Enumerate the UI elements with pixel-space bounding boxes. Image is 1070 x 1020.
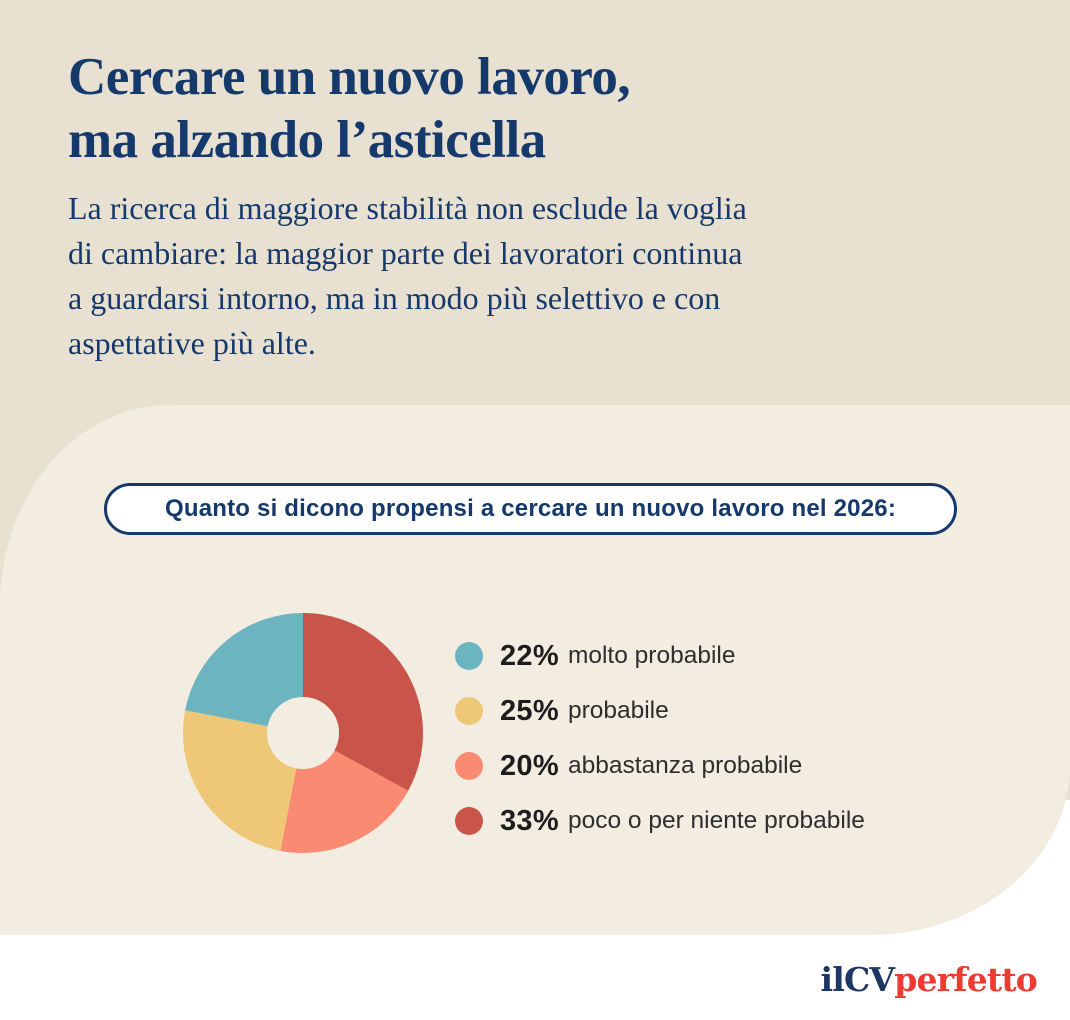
legend-swatch-icon bbox=[455, 807, 483, 835]
question-badge: Quanto si dicono propensi a cercare un n… bbox=[104, 483, 957, 535]
legend-item: 33% poco o per niente probabile bbox=[455, 804, 865, 837]
page-title-line-2: ma alzando l’asticella bbox=[68, 111, 546, 169]
legend-label: molto probabile bbox=[567, 642, 736, 669]
donut-segment-probabile bbox=[183, 613, 423, 853]
legend-value: 20% bbox=[500, 749, 559, 782]
donut-segment-abbastanza-probabile bbox=[183, 613, 423, 853]
brand-logo: ilCVperfetto bbox=[821, 960, 1038, 999]
page-title: Cercare un nuovo lavoro, ma alzando l’as… bbox=[68, 46, 631, 172]
intro-line-4: aspettative più alte. bbox=[68, 325, 316, 361]
question-badge-text: Quanto si dicono propensi a cercare un n… bbox=[164, 495, 897, 522]
brand-logo-suffix: perfetto bbox=[894, 960, 1038, 999]
legend-value: 25% bbox=[500, 694, 559, 727]
donut-segment-molto-probabile bbox=[183, 613, 423, 853]
legend-label: poco o per niente probabile bbox=[567, 807, 865, 834]
donut-chart bbox=[183, 613, 423, 853]
legend-item: 25% probabile bbox=[455, 694, 865, 727]
intro-line-1: La ricerca di maggiore stabilità non esc… bbox=[68, 190, 747, 226]
chart-legend: 22% molto probabile 25% probabile 20% abbasta… bbox=[455, 639, 865, 837]
legend-swatch-icon bbox=[455, 752, 483, 780]
legend-label: abbastanza probabile bbox=[567, 752, 803, 779]
legend-item: 22% molto probabile bbox=[455, 639, 865, 672]
legend-item: 20% abbastanza probabile bbox=[455, 749, 865, 782]
intro-paragraph: La ricerca di maggiore stabilità non esc… bbox=[68, 186, 747, 366]
legend-value: 33% bbox=[500, 804, 559, 837]
legend-label: probabile bbox=[567, 697, 669, 724]
intro-line-2: di cambiare: la maggior parte dei lavora… bbox=[68, 235, 743, 271]
legend-swatch-icon bbox=[455, 697, 483, 725]
legend-value: 22% bbox=[500, 639, 559, 672]
legend-swatch-icon bbox=[455, 642, 483, 670]
brand-logo-prefix: ilCV bbox=[820, 960, 896, 999]
page-title-line-1: Cercare un nuovo lavoro, bbox=[68, 48, 631, 106]
intro-line-3: a guardarsi intorno, ma in modo più sele… bbox=[68, 280, 721, 316]
